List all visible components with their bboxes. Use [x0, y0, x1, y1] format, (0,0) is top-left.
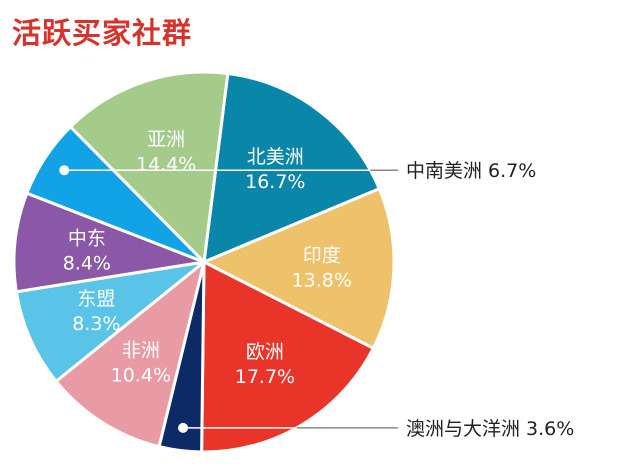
slice-2-name-label: 印度 [303, 244, 341, 266]
slice-5-value-label: 10.4% [111, 364, 171, 386]
slice-9-wedge [68, 70, 230, 264]
pie-slices [12, 70, 396, 454]
slice-1-name-label: 北美洲 [247, 146, 304, 168]
slice-5-wedge [54, 260, 206, 449]
slice-6-name-label: 东盟 [77, 288, 115, 310]
pie-callouts: 澳洲与大洋洲 3.6% 中南美洲 6.7% [59, 160, 574, 440]
slice-7-value-label: 8.4% [63, 252, 111, 274]
slice-5-name-label: 非洲 [122, 339, 160, 361]
slice-7-name-label: 中东 [68, 227, 106, 249]
slice-7-wedge [12, 191, 206, 294]
slice-9-name-label: 亚洲 [147, 128, 185, 150]
slice-3-name-label: 欧洲 [246, 341, 284, 363]
slice-6-wedge [14, 260, 206, 383]
slice-3-value-label: 17.7% [235, 366, 295, 388]
slice-2-wedge [202, 187, 396, 350]
slice-2-value-label: 13.8% [292, 269, 352, 291]
slice-1-value-label: 16.7% [245, 171, 305, 193]
slice-9-value-label: 14.4% [136, 153, 196, 175]
slice-1-wedge [202, 71, 381, 264]
slice-3-wedge [200, 260, 375, 454]
chart-title: 活跃买家社群 [12, 16, 193, 50]
slice-4-callout-label: 澳洲与大洋洲 3.6% [406, 418, 574, 440]
slice-8-callout-label: 中南美洲 6.7% [406, 160, 536, 182]
pie-labels: 北美洲 16.7% 印度 13.8% 欧洲 17.7% 非洲 10.4% 东盟 8.3% 中东 8.4… [63, 128, 352, 387]
slice-6-value-label: 8.3% [72, 313, 120, 335]
